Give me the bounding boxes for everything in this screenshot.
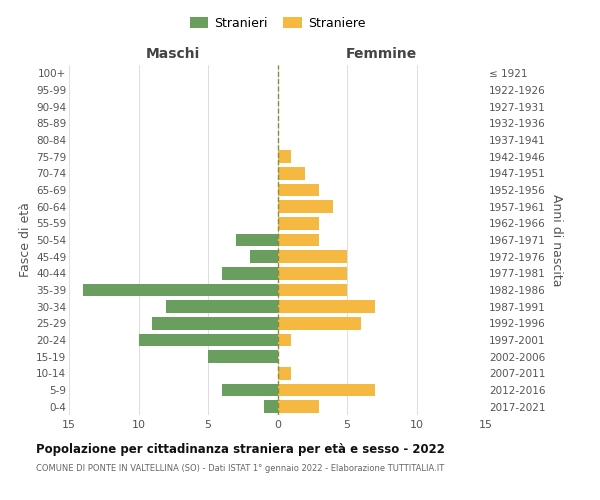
Bar	[277, 367, 292, 380]
Bar	[208, 350, 277, 363]
Bar	[277, 300, 375, 313]
Bar	[277, 317, 361, 330]
Y-axis label: Fasce di età: Fasce di età	[19, 202, 32, 278]
Bar	[277, 267, 347, 280]
Bar	[277, 200, 333, 213]
Text: Popolazione per cittadinanza straniera per età e sesso - 2022: Popolazione per cittadinanza straniera p…	[36, 442, 445, 456]
Bar	[166, 300, 277, 313]
Bar	[277, 184, 319, 196]
Bar	[277, 384, 375, 396]
Bar	[83, 284, 277, 296]
Bar	[277, 150, 292, 163]
Text: COMUNE DI PONTE IN VALTELLINA (SO) - Dati ISTAT 1° gennaio 2022 - Elaborazione T: COMUNE DI PONTE IN VALTELLINA (SO) - Dat…	[36, 464, 444, 473]
Bar	[236, 234, 277, 246]
Bar	[277, 284, 347, 296]
Bar	[277, 334, 292, 346]
Bar	[277, 217, 319, 230]
Text: Femmine: Femmine	[346, 47, 418, 61]
Bar	[250, 250, 277, 263]
Legend: Stranieri, Straniere: Stranieri, Straniere	[190, 17, 365, 30]
Y-axis label: Anni di nascita: Anni di nascita	[550, 194, 563, 286]
Bar	[139, 334, 277, 346]
Bar	[277, 250, 347, 263]
Bar	[277, 234, 319, 246]
Bar	[222, 384, 277, 396]
Text: Maschi: Maschi	[146, 47, 200, 61]
Bar	[152, 317, 277, 330]
Bar	[222, 267, 277, 280]
Bar	[277, 400, 319, 413]
Bar	[277, 167, 305, 179]
Bar	[263, 400, 277, 413]
